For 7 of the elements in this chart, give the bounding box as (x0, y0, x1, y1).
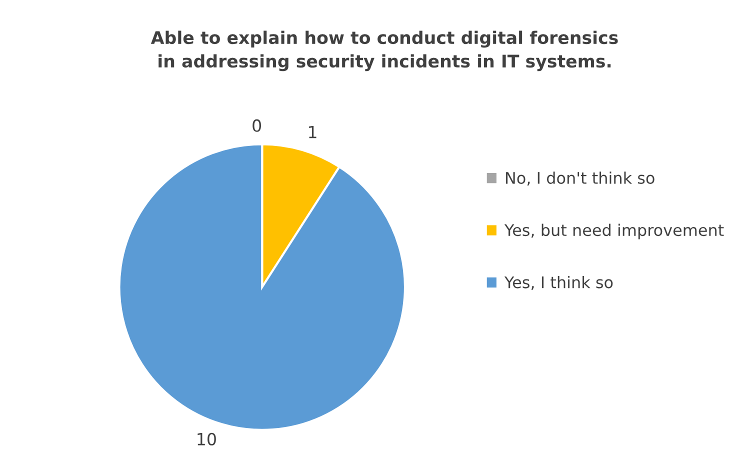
legend-label: Yes, but need improvement (504, 224, 724, 240)
data-label: 10 (198, 432, 216, 446)
legend-label: No, I don't think so (506, 172, 654, 186)
chart-title: Able to explain how to conduct digital forensics in addressing security incidents in IT systems. (150, 30, 618, 72)
legend-label: Yes, I think so (504, 276, 613, 290)
data-label: 1 (309, 126, 316, 138)
text: 0 (252, 119, 262, 132)
